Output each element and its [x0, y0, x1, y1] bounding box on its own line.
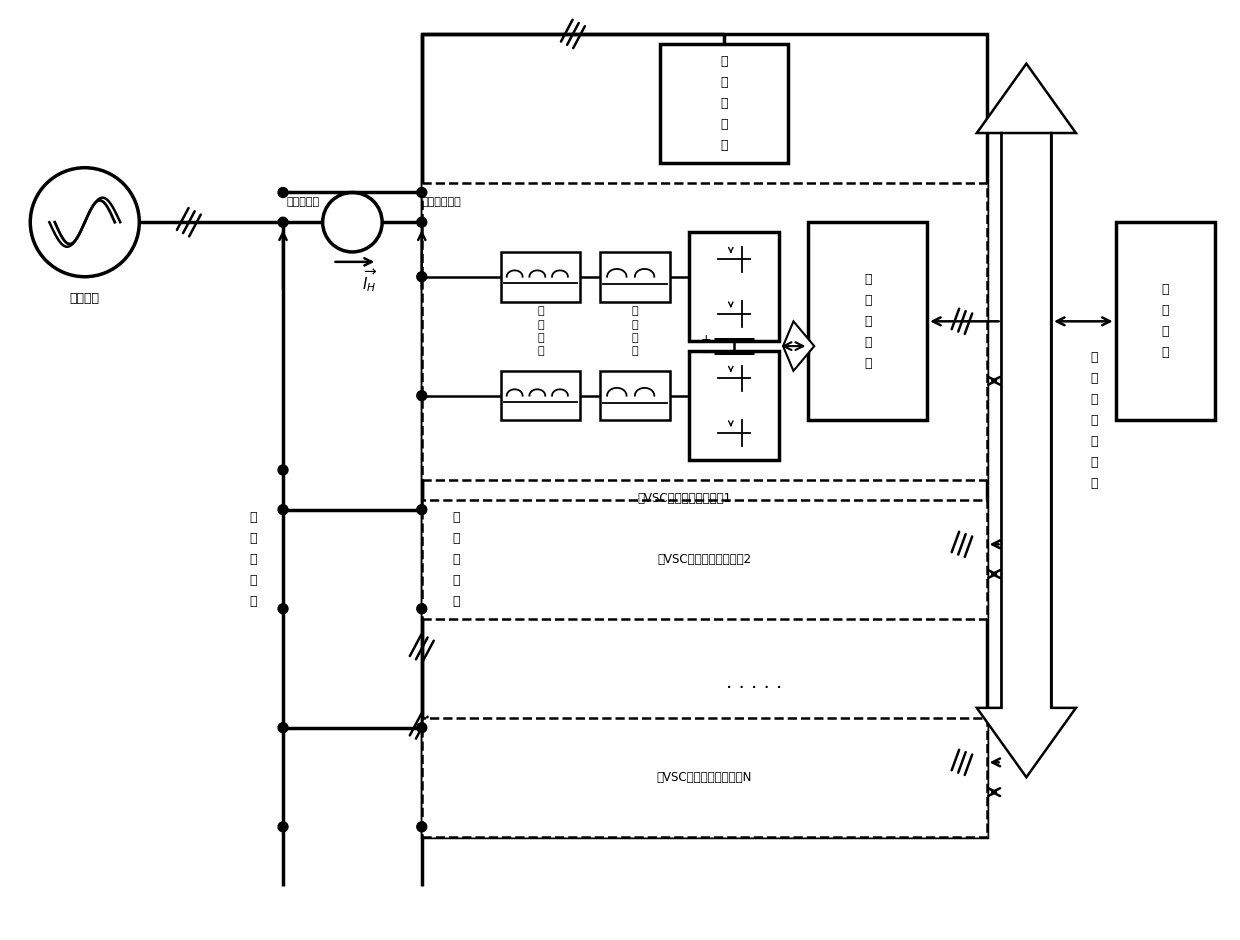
Bar — [422, 182, 987, 480]
Polygon shape — [782, 321, 815, 371]
Text: 共
模
电
感: 共 模 电 感 — [537, 306, 544, 356]
Bar — [660, 44, 789, 163]
Text: 并
网
电
感: 并 网 电 感 — [631, 306, 639, 356]
Text: 双VSC交互并联功率单元N: 双VSC交互并联功率单元N — [656, 771, 751, 784]
Text: 单
元
控
制
器: 单 元 控 制 器 — [864, 273, 872, 369]
Circle shape — [417, 187, 427, 197]
Text: 双VSC交互并联功率单元1: 双VSC交互并联功率单元1 — [637, 492, 732, 505]
Bar — [689, 351, 779, 460]
Polygon shape — [723, 368, 742, 389]
Bar — [422, 500, 987, 619]
Text: 主
控
制
器: 主 控 制 器 — [1162, 283, 1169, 359]
Text: 后
向
组
母
线: 后 向 组 母 线 — [453, 510, 460, 607]
Circle shape — [417, 723, 427, 732]
Polygon shape — [723, 303, 742, 325]
Circle shape — [278, 217, 288, 227]
Bar — [1116, 222, 1215, 420]
Polygon shape — [723, 422, 742, 444]
Circle shape — [278, 822, 288, 832]
Circle shape — [278, 465, 288, 475]
Bar — [422, 34, 987, 837]
Text: 前
向
组
母
线: 前 向 组 母 线 — [249, 510, 257, 607]
Text: −: − — [701, 347, 712, 359]
Text: 三相电网: 三相电网 — [69, 291, 99, 305]
Polygon shape — [977, 64, 1076, 708]
Circle shape — [417, 603, 427, 614]
Text: 网侧补偿点: 网侧补偿点 — [286, 197, 320, 208]
Bar — [808, 222, 928, 420]
Circle shape — [417, 391, 427, 400]
Text: 通
讯
总
线
或
光
纤: 通 讯 总 线 或 光 纤 — [1091, 351, 1099, 490]
Circle shape — [417, 822, 427, 832]
Circle shape — [417, 272, 427, 282]
Polygon shape — [977, 133, 1076, 777]
Circle shape — [278, 187, 288, 197]
Circle shape — [278, 723, 288, 732]
Circle shape — [417, 217, 427, 227]
Bar — [600, 252, 670, 302]
Circle shape — [417, 505, 427, 514]
Bar — [600, 371, 670, 420]
Bar — [1002, 133, 1052, 708]
Text: 双VSC交互并联功率单元2: 双VSC交互并联功率单元2 — [657, 553, 751, 566]
Bar — [422, 718, 987, 837]
Text: +: + — [701, 333, 712, 346]
Polygon shape — [723, 248, 742, 271]
Circle shape — [278, 505, 288, 514]
Circle shape — [278, 603, 288, 614]
Bar — [501, 252, 580, 302]
Bar — [501, 371, 580, 420]
Text: 负载侧补偿点: 负载侧补偿点 — [422, 197, 461, 208]
Bar — [689, 232, 779, 341]
Text: $\overrightarrow{I_H}$: $\overrightarrow{I_H}$ — [362, 267, 378, 293]
Text: 非
线
性
负
载: 非 线 性 负 载 — [720, 55, 728, 151]
Text: · · · · ·: · · · · · — [725, 679, 782, 697]
